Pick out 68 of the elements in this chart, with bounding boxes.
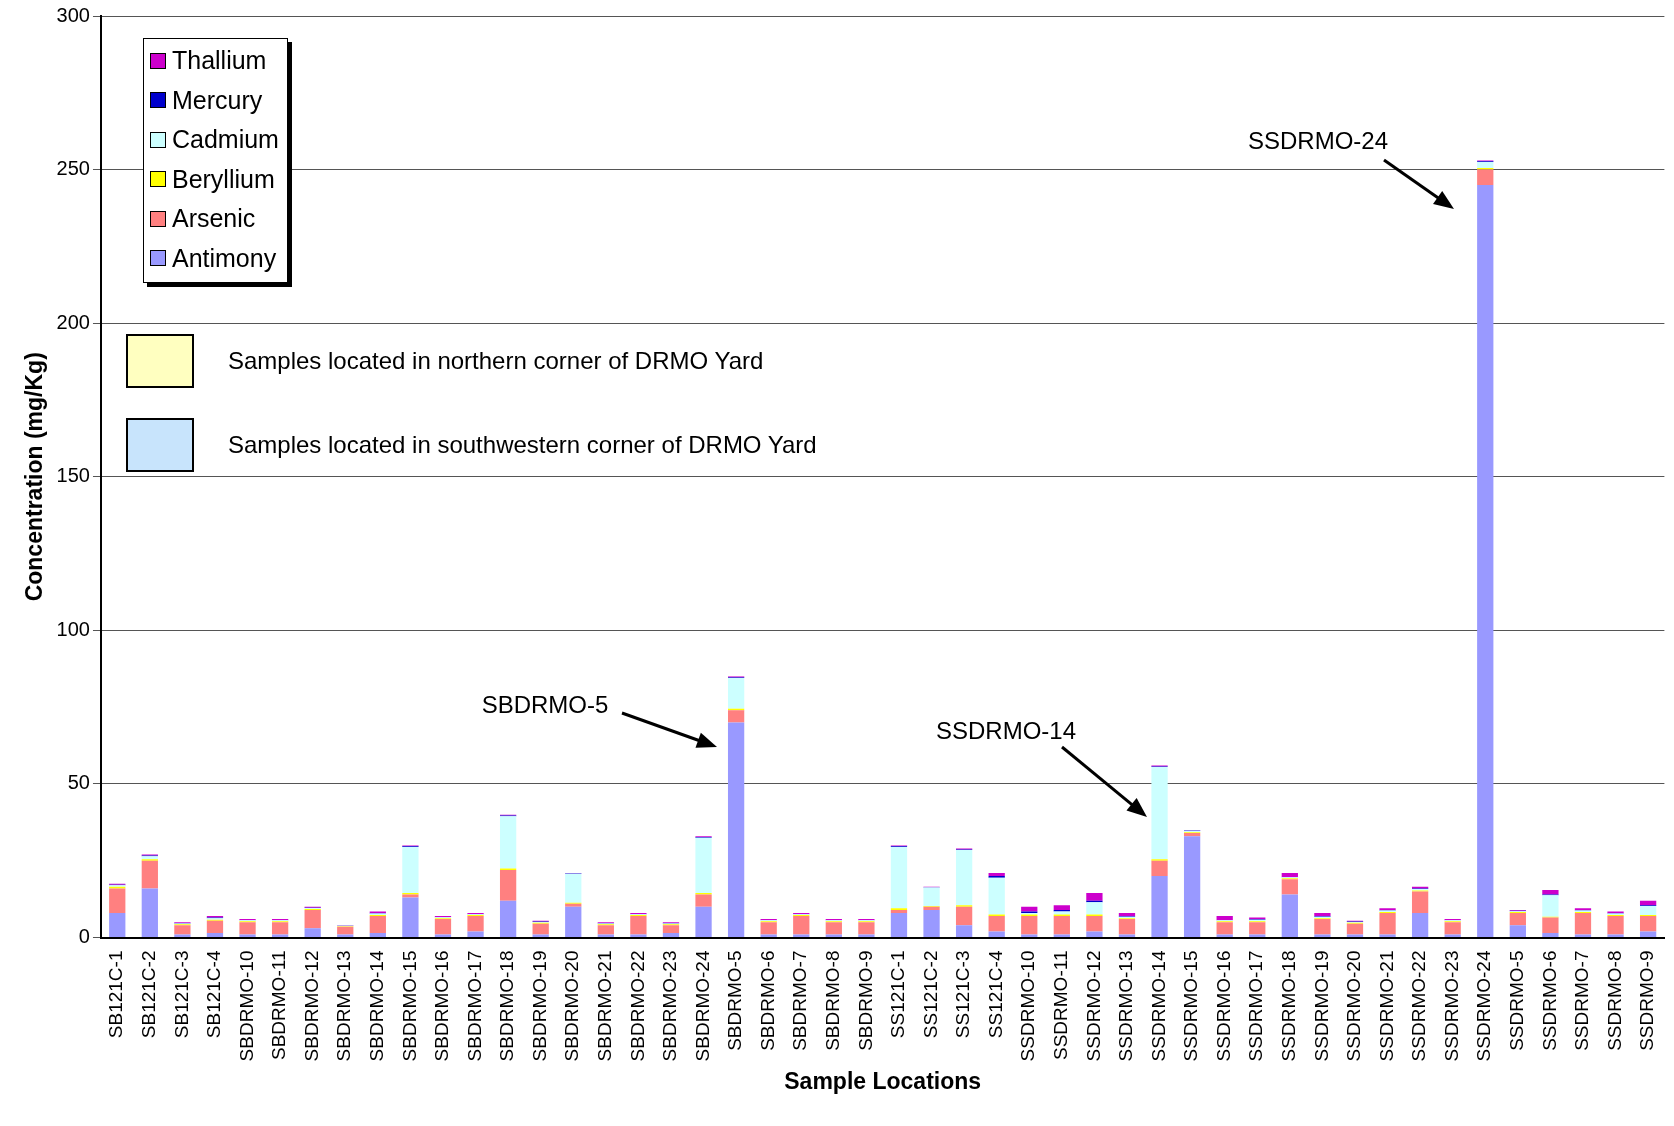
x-tick-label: SSDRMO-12 xyxy=(1082,950,1104,1062)
legend-label: Antimony xyxy=(171,243,277,273)
x-tick-label: SS121C-2 xyxy=(919,950,941,1039)
y-axis-title: Concentration (mg/Kg) xyxy=(21,352,48,602)
legend-label: Mercury xyxy=(171,85,263,115)
x-tick-label: SBDRMO-14 xyxy=(366,950,388,1062)
x-tick-label: SBDRMO-7 xyxy=(789,950,811,1051)
x-tick-label: SBDRMO-24 xyxy=(691,950,713,1062)
x-tick-label: SBDRMO-13 xyxy=(333,950,355,1062)
y-tick-label: 200 xyxy=(56,310,90,333)
annotation: Samples located in southwestern corner of DRMO Yard xyxy=(227,431,817,459)
legend-label: Thallium xyxy=(171,46,267,76)
x-tick-label: SSDRMO-19 xyxy=(1310,950,1332,1062)
annotation: SSDRMO-24 xyxy=(1247,127,1389,155)
x-tick-label: SBDRMO-20 xyxy=(561,950,583,1062)
x-tick-label: SS121C-3 xyxy=(952,950,974,1039)
x-tick-label: SB121C-3 xyxy=(170,950,192,1039)
legend-label: Cadmium xyxy=(171,125,279,155)
x-tick-label: SSDRMO-24 xyxy=(1473,950,1495,1062)
x-tick-label: SSDRMO-11 xyxy=(1050,950,1072,1060)
x-tick-label: SSDRMO-8 xyxy=(1603,950,1625,1051)
x-tick-label: SB121C-2 xyxy=(138,950,160,1039)
x-tick-label: SBDRMO-11 xyxy=(268,950,290,1060)
annotation: SBDRMO-5 xyxy=(481,691,609,719)
x-tick-label: SSDRMO-18 xyxy=(1278,950,1300,1062)
x-tick-label: SS121C-1 xyxy=(887,950,909,1039)
annotation: SSDRMO-14 xyxy=(935,717,1077,745)
x-tick-label: SBDRMO-5 xyxy=(724,950,746,1051)
x-tick-label: SBDRMO-10 xyxy=(235,950,257,1062)
x-tick-label: SBDRMO-12 xyxy=(300,950,322,1062)
x-tick-label: SBDRMO-16 xyxy=(431,950,453,1062)
x-tick-label: SB121C-1 xyxy=(105,950,127,1039)
x-tick-label: SSDRMO-5 xyxy=(1506,950,1528,1051)
x-tick-label: SBDRMO-18 xyxy=(496,950,518,1062)
x-tick-label: SBDRMO-23 xyxy=(659,950,681,1062)
x-tick-label: SBDRMO-19 xyxy=(528,950,550,1062)
y-tick-label: 100 xyxy=(56,617,90,640)
x-tick-label: SSDRMO-7 xyxy=(1571,950,1593,1051)
x-tick-label: SBDRMO-6 xyxy=(756,950,778,1051)
x-tick-label: SBDRMO-9 xyxy=(854,950,876,1051)
x-tick-label: SSDRMO-15 xyxy=(1180,950,1202,1062)
x-tick-label: SBDRMO-17 xyxy=(463,950,485,1062)
x-tick-label: SSDRMO-9 xyxy=(1636,950,1658,1051)
x-tick-label: SB121C-4 xyxy=(203,950,225,1039)
x-tick-label: SSDRMO-10 xyxy=(1017,950,1039,1062)
legend-label: Arsenic xyxy=(171,204,256,234)
x-tick-label: SSDRMO-14 xyxy=(1147,950,1169,1062)
annotation: Samples located in northern corner of DRMO Yard xyxy=(227,347,764,375)
y-tick-label: 250 xyxy=(56,157,90,180)
x-tick-label: SSDRMO-6 xyxy=(1538,950,1560,1051)
y-tick-label: 150 xyxy=(56,464,90,487)
x-tick-label: SSDRMO-20 xyxy=(1343,950,1365,1062)
x-tick-label: SSDRMO-21 xyxy=(1375,950,1397,1062)
x-tick-label: SSDRMO-22 xyxy=(1408,950,1430,1062)
x-tick-label: SSDRMO-17 xyxy=(1245,950,1267,1062)
y-tick-label: 50 xyxy=(67,771,90,794)
x-tick-label: SSDRMO-13 xyxy=(1115,950,1137,1062)
x-tick-label: SBDRMO-21 xyxy=(594,950,616,1062)
legend-label: Beryllium xyxy=(171,164,275,194)
x-tick-label: SSDRMO-23 xyxy=(1440,950,1462,1062)
x-tick-label: SBDRMO-8 xyxy=(822,950,844,1051)
x-tick-label: SS121C-4 xyxy=(984,950,1006,1039)
x-tick-label: SBDRMO-15 xyxy=(398,950,420,1062)
y-tick-label: 300 xyxy=(56,3,90,26)
y-tick-label: 0 xyxy=(78,925,90,948)
x-tick-label: SSDRMO-16 xyxy=(1212,950,1234,1062)
x-axis-title: Sample Locations xyxy=(784,1067,982,1094)
x-tick-label: SBDRMO-22 xyxy=(626,950,648,1062)
